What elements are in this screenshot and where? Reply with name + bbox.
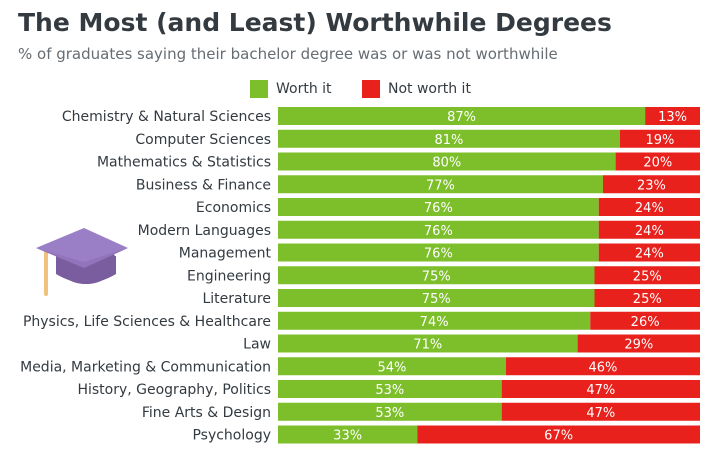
category-label: Mathematics & Statistics [97,155,271,171]
value-label-not-worth: 20% [643,156,672,171]
value-label-worth: 75% [422,292,451,307]
bar-not-worth [645,107,700,125]
bar-worth [278,198,599,216]
bar-worth [278,289,595,307]
value-label-worth: 76% [424,224,453,239]
bar-worth [278,380,502,398]
value-label-not-worth: 19% [645,133,674,148]
value-label-not-worth: 46% [588,360,617,375]
value-label-worth: 81% [434,133,463,148]
category-label: Computer Sciences [135,132,271,148]
value-label-not-worth: 24% [635,201,664,216]
legend-label-worth: Worth it [276,81,332,97]
value-label-worth: 76% [424,247,453,262]
value-label-not-worth: 24% [635,224,664,239]
bar-not-worth [619,129,700,148]
category-label: Chemistry & Natural Sciences [62,109,271,125]
bar-not-worth [594,266,700,285]
category-label: Modern Languages [138,223,271,239]
chart-subtitle: % of graduates saying their bachelor deg… [18,45,558,63]
category-label: Engineering [187,268,271,284]
value-label-worth: 54% [377,360,406,375]
bar-not-worth [615,152,700,171]
legend-item-worth: Worth it [250,80,332,98]
bar-worth [278,311,591,330]
bar-not-worth [577,334,700,353]
bar-worth [278,357,506,376]
value-label-worth: 74% [420,315,449,330]
bar-worth [278,266,595,285]
value-label-not-worth: 23% [637,178,666,193]
category-label: Law [243,337,271,353]
category-label: Business & Finance [136,177,271,193]
category-label: Management [179,246,272,262]
value-label-worth: 53% [375,406,404,421]
category-label: Fine Arts & Design [142,405,271,421]
value-label-worth: 76% [424,201,453,216]
bar-not-worth [602,175,700,194]
value-label-not-worth: 25% [633,269,662,284]
value-label-not-worth: 47% [586,383,615,398]
bar-worth [278,175,603,194]
bar-not-worth [598,243,700,262]
bar-not-worth [501,402,700,421]
legend-swatch-not-worth [362,80,380,98]
bar-worth [278,243,599,262]
value-label-worth: 71% [413,338,442,353]
value-label-not-worth: 24% [635,247,664,262]
category-label: History, Geography, Politics [77,382,271,398]
value-label-not-worth: 67% [544,429,573,444]
value-label-worth: 87% [447,110,476,125]
graduation-cap-icon [36,228,128,296]
bar-not-worth [598,220,700,239]
legend-swatch-worth [250,80,268,98]
bar-worth [278,220,599,239]
category-label: Media, Marketing & Communication [20,359,271,375]
bar-not-worth [417,425,700,444]
bar-not-worth [598,198,700,216]
value-label-not-worth: 47% [586,406,615,421]
bar-not-worth [590,311,700,330]
category-label: Psychology [192,428,271,444]
bar-worth [278,129,620,148]
value-label-not-worth: 29% [624,338,653,353]
legend-label-not-worth: Not worth it [388,81,471,97]
bar-worth [278,334,578,353]
bar-worth [278,425,418,444]
value-label-not-worth: 25% [633,292,662,307]
legend-item-not-worth: Not worth it [362,80,471,98]
value-label-not-worth: 26% [631,315,660,330]
chart-title: The Most (and Least) Worthwhile Degrees [18,8,612,37]
value-label-worth: 33% [333,429,362,444]
value-label-worth: 80% [432,156,461,171]
bar-worth [278,402,502,421]
value-label-worth: 77% [426,178,455,193]
bar-not-worth [505,357,700,376]
value-label-worth: 53% [375,383,404,398]
bar-not-worth [594,289,700,307]
category-label: Economics [196,200,271,216]
category-label: Literature [202,291,271,307]
bars-group: Chemistry & Natural Sciences 87% 13% Comput… [20,107,700,444]
value-label-worth: 75% [422,269,451,284]
value-label-not-worth: 13% [658,110,687,125]
bar-not-worth [501,380,700,398]
bar-worth [278,152,616,171]
category-label: Physics, Life Sciences & Healthcare [23,314,271,330]
bar-worth [278,107,646,125]
